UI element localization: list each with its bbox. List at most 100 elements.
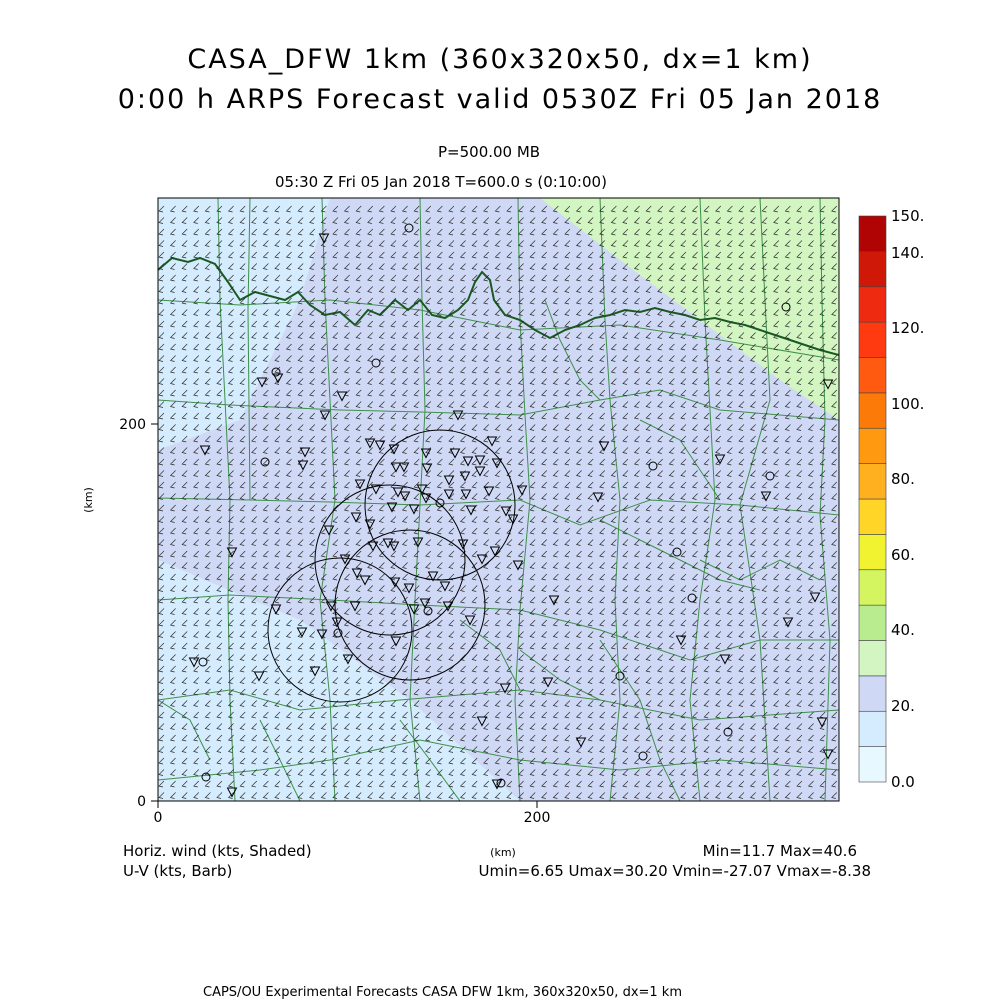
- station-triangle: [374, 440, 386, 451]
- station-circle: [648, 461, 658, 471]
- colorbar-label: 150.: [891, 207, 924, 225]
- plot-frame: [157, 197, 840, 802]
- station-circle: [687, 593, 697, 603]
- colorbar-label: 120.: [891, 319, 924, 337]
- station-triangle: [512, 560, 524, 571]
- station-triangle: [364, 438, 376, 449]
- title-line2: 0:00 h ARPS Forecast valid 0530Z Fri 05 …: [117, 84, 883, 115]
- title-line1: CASA_DFW 1km (360x320x50, dx=1 km): [187, 44, 813, 75]
- station-triangle: [270, 604, 282, 615]
- colorbar-label: 100.: [891, 395, 924, 413]
- station-triangle: [416, 484, 428, 495]
- time-label: 05:30 Z Fri 05 Jan 2018 T=600.0 s (0:10:…: [275, 173, 607, 191]
- colorbar-label: 20.: [891, 697, 915, 715]
- station-triangle: [460, 489, 472, 500]
- colorbar-band: [858, 392, 887, 429]
- station-triangle: [489, 546, 501, 557]
- station-triangle: [439, 581, 451, 592]
- station-triangle: [442, 601, 454, 612]
- colorbar-band: [858, 321, 887, 358]
- y-tick-200: 200: [119, 417, 146, 433]
- station-triangle: [370, 484, 382, 495]
- station-circle: [333, 628, 343, 638]
- station-triangle: [336, 391, 348, 402]
- station-triangle: [350, 512, 362, 523]
- station-circle: [765, 471, 775, 481]
- station-triangle: [323, 525, 335, 536]
- y-tick-0: 0: [137, 794, 146, 810]
- wind-barbs: [158, 205, 838, 799]
- colorbar-band: [858, 215, 887, 252]
- station-circle: [672, 547, 682, 557]
- station-triangle: [499, 683, 511, 694]
- colorbar-band: [858, 710, 887, 747]
- station-triangle: [296, 627, 308, 638]
- station-triangle: [542, 677, 554, 688]
- station-triangle: [325, 601, 337, 612]
- station-triangle: [297, 460, 309, 471]
- station-triangle: [486, 436, 498, 447]
- station-triangle: [443, 489, 455, 500]
- station-triangle: [760, 491, 772, 502]
- field-barb-label: U-V (kts, Barb): [123, 862, 233, 880]
- level-label: P=500.00 MB: [438, 143, 541, 161]
- colorbar-band: [858, 357, 887, 394]
- station-triangle: [452, 410, 464, 421]
- station-circle: [435, 498, 445, 508]
- colorbar-band: [858, 640, 887, 677]
- station-triangle: [500, 506, 512, 517]
- colorbar-label: 80.: [891, 470, 915, 488]
- station-triangle: [548, 595, 560, 606]
- station-triangle: [822, 749, 834, 760]
- x-tick-0: 0: [154, 810, 163, 826]
- x-axis-label: (km): [490, 846, 516, 859]
- station-markers: [188, 223, 834, 798]
- station-triangle: [465, 505, 477, 516]
- wind-band-10-20-west: [158, 198, 330, 450]
- station-triangle: [421, 463, 433, 474]
- station-triangle: [390, 462, 402, 473]
- station-triangle: [364, 519, 376, 530]
- station-triangle: [299, 447, 311, 458]
- station-triangle: [822, 379, 834, 390]
- colorbar-band: [858, 604, 887, 641]
- radar-ring-se: [334, 529, 486, 681]
- radar-ring-ne: [364, 429, 516, 581]
- station-triangle: [782, 617, 794, 628]
- station-triangle: [420, 448, 432, 459]
- station-triangle: [399, 491, 411, 502]
- station-triangle: [419, 598, 431, 609]
- station-triangle: [408, 504, 420, 515]
- station-triangle: [390, 636, 402, 647]
- station-triangle: [199, 445, 211, 456]
- station-triangle: [316, 629, 328, 640]
- station-triangle: [398, 462, 410, 473]
- station-triangle: [464, 615, 476, 626]
- station-triangle: [354, 479, 366, 490]
- station-triangle: [349, 601, 361, 612]
- station-triangle: [476, 716, 488, 727]
- colorbar: 150. 140. 120. 100. 80. 60. 40. 20. 0.0: [858, 207, 924, 791]
- station-triangle: [367, 541, 379, 552]
- station-triangle: [388, 541, 400, 552]
- station-triangle: [816, 717, 828, 728]
- colorbar-band: [858, 251, 887, 288]
- station-circle: [615, 671, 625, 681]
- station-triangle: [359, 575, 371, 586]
- station-circle: [404, 223, 414, 233]
- colorbar-band: [858, 746, 887, 783]
- radar-range-rings: [267, 429, 516, 703]
- station-triangle: [507, 514, 519, 525]
- station-triangle: [339, 554, 351, 565]
- station-circle: [371, 358, 381, 368]
- station-triangle: [443, 475, 455, 486]
- station-triangle: [226, 787, 238, 798]
- colorbar-band: [858, 534, 887, 571]
- station-triangle: [318, 233, 330, 244]
- station-triangle: [420, 493, 432, 504]
- station-triangle: [389, 577, 401, 588]
- station-triangle: [474, 455, 486, 466]
- station-circle: [638, 751, 648, 761]
- station-triangle: [575, 737, 587, 748]
